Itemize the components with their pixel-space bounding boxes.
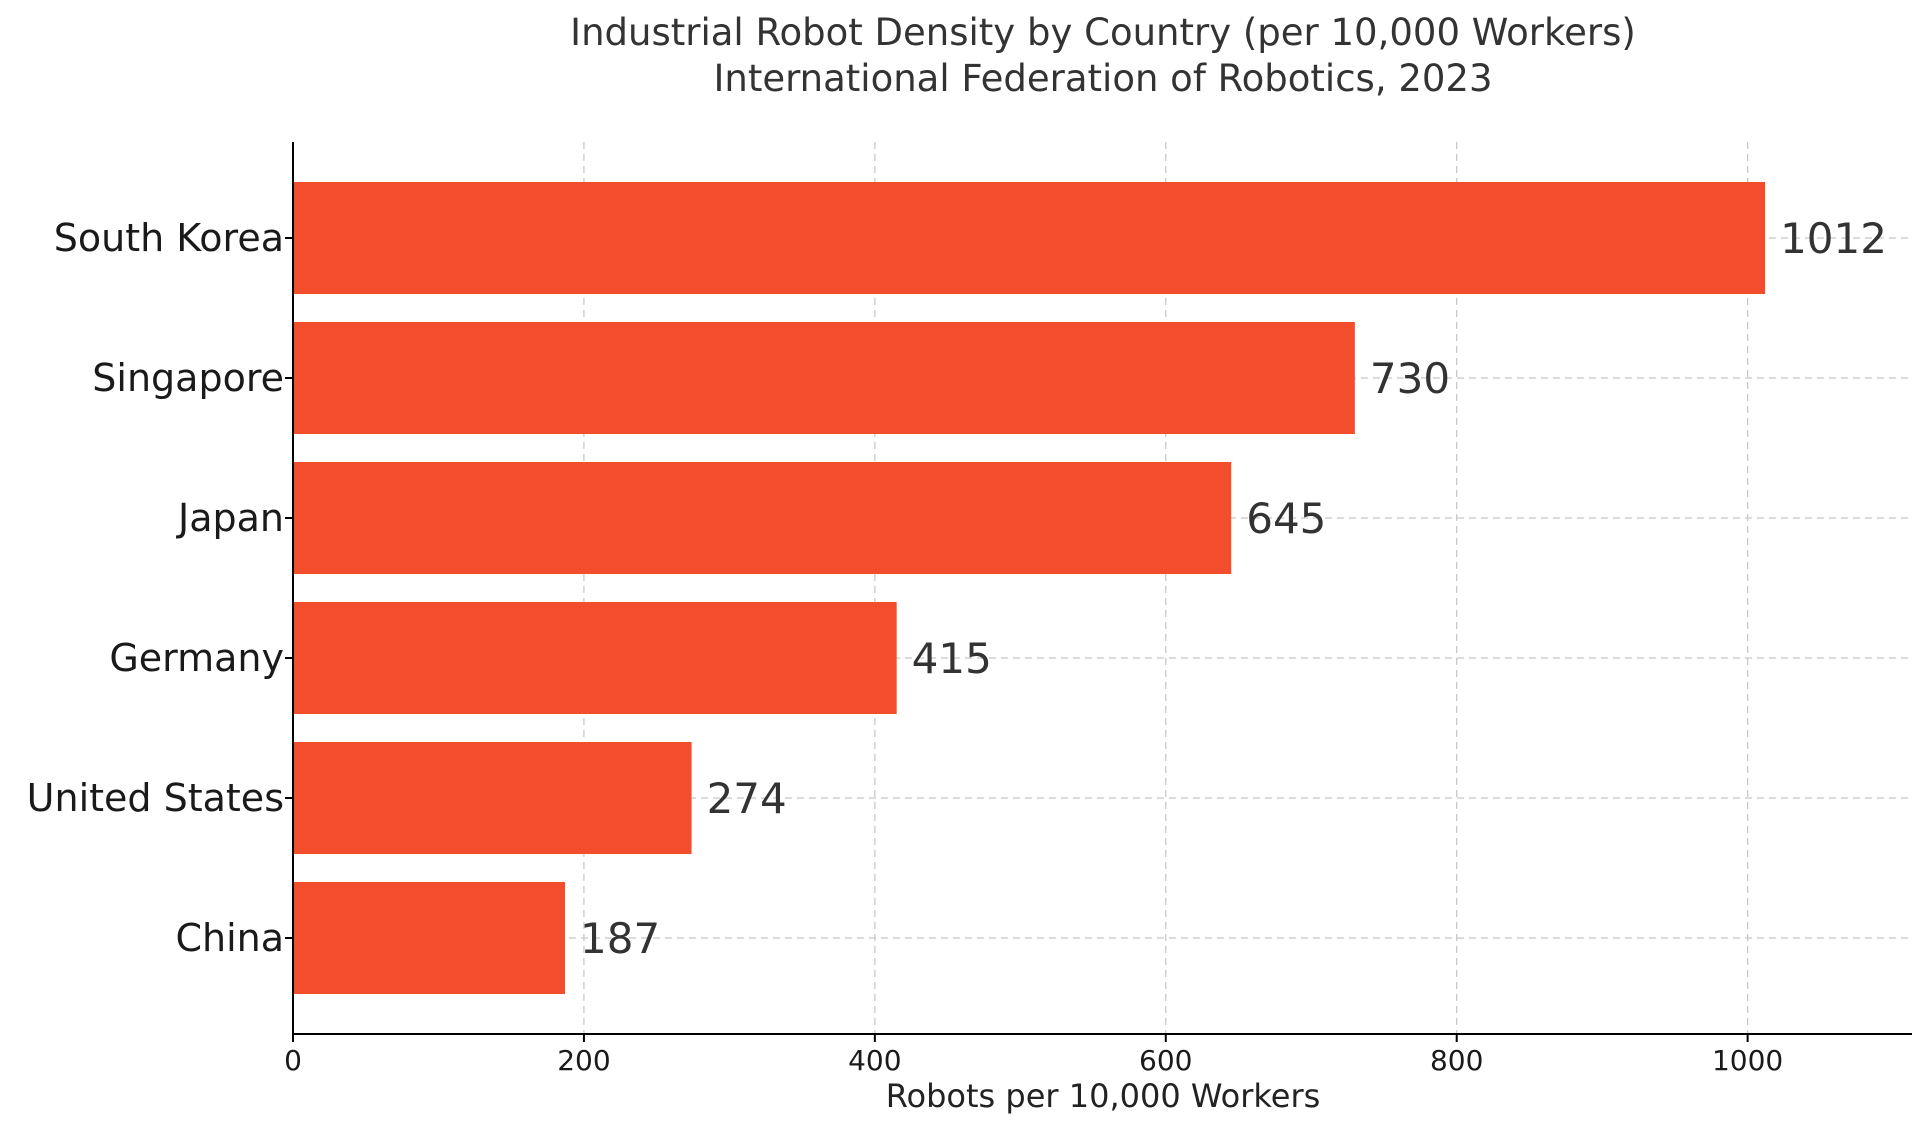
value-label: 730 <box>1370 354 1450 403</box>
x-tick-label: 800 <box>1430 1044 1483 1077</box>
chart-title: Industrial Robot Density by Country (per… <box>570 11 1636 54</box>
value-label: 645 <box>1246 494 1326 543</box>
category-label: Japan <box>176 496 284 540</box>
axes-layer <box>285 142 1912 1042</box>
value-label: 1012 <box>1780 214 1887 263</box>
x-tick-label: 1000 <box>1712 1044 1783 1077</box>
bar <box>293 882 566 994</box>
category-label: South Korea <box>54 216 284 260</box>
chart-subtitle: International Federation of Robotics, 20… <box>713 57 1492 100</box>
x-tick-label: 200 <box>557 1044 610 1077</box>
x-tick-label: 400 <box>848 1044 901 1077</box>
x-axis-title: Robots per 10,000 Workers <box>886 1077 1321 1115</box>
category-label: Singapore <box>92 356 284 400</box>
value-label: 415 <box>912 634 992 683</box>
category-label: Germany <box>109 636 284 680</box>
value-label: 187 <box>580 914 660 963</box>
category-label: China <box>175 916 284 960</box>
labels-layer: 1012 South Korea 730 Singapore 645 Japan 415 Ge… <box>27 214 1887 1077</box>
category-label: United States <box>27 776 284 820</box>
x-tick-label: 0 <box>284 1044 302 1077</box>
value-label: 274 <box>707 774 787 823</box>
bar <box>293 742 692 854</box>
bar <box>293 602 897 714</box>
bars-layer <box>293 182 1766 994</box>
x-tick-label: 600 <box>1139 1044 1192 1077</box>
bar <box>293 462 1232 574</box>
bar <box>293 322 1355 434</box>
bar <box>293 182 1766 294</box>
